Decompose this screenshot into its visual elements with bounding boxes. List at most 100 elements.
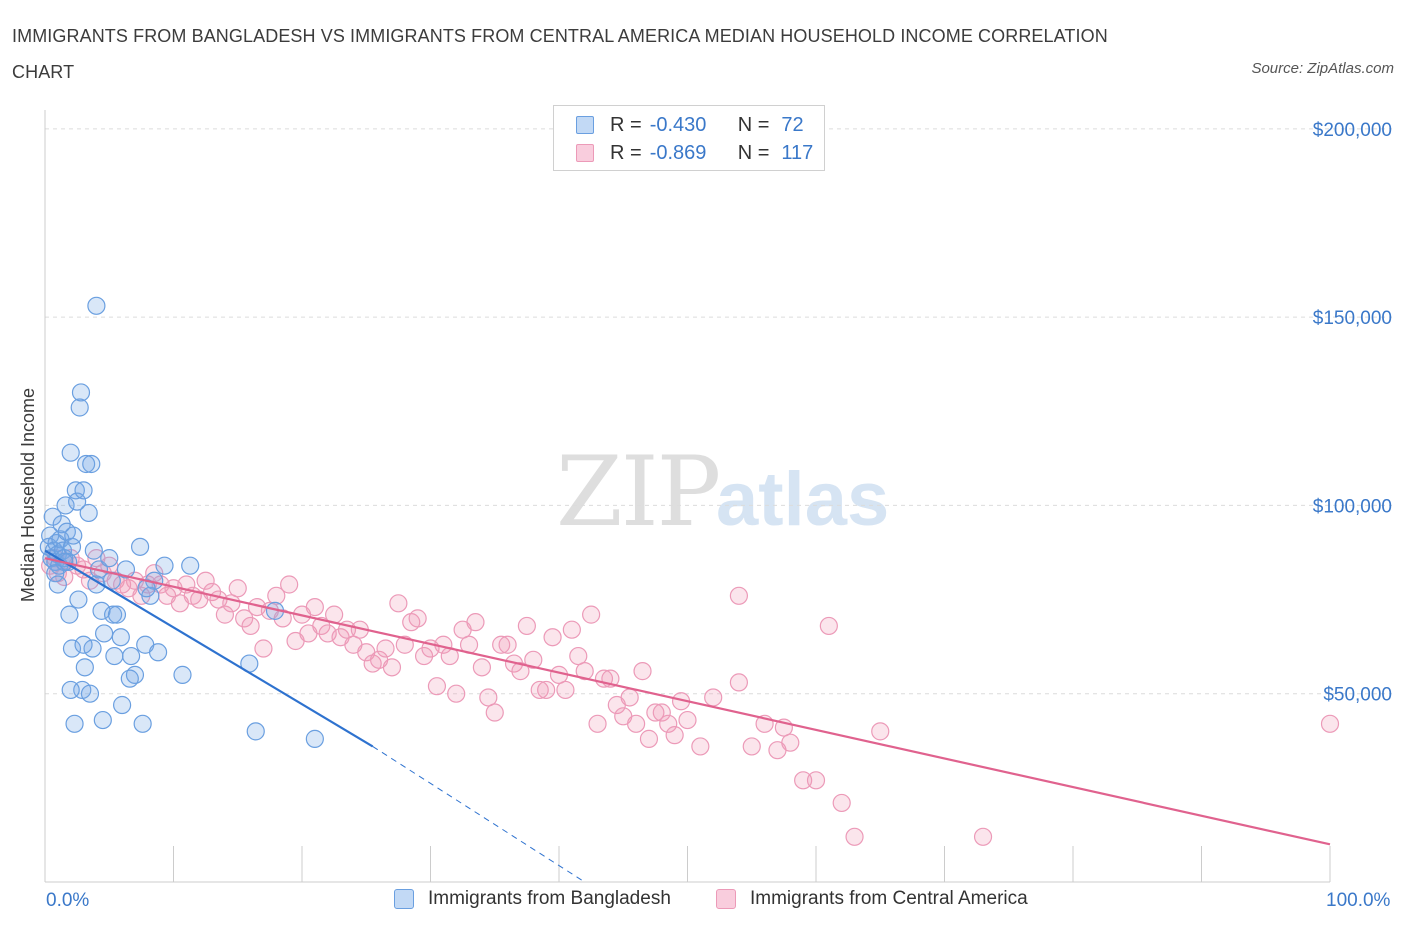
legend-r-value: -0.869 xyxy=(649,141,707,164)
trend-lines xyxy=(44,549,1331,883)
data-point-central-america xyxy=(511,662,530,681)
legend-r-label: R = xyxy=(610,141,642,164)
data-point-central-america xyxy=(466,613,485,632)
data-point-bangladesh xyxy=(112,695,132,715)
grid-lines xyxy=(45,128,1392,695)
legend-r-label: R = xyxy=(610,113,642,136)
legend-row-bangladesh: R = -0.430 N = 72 xyxy=(576,110,804,140)
data-point-central-america xyxy=(280,575,299,594)
data-point-bangladesh xyxy=(305,729,324,748)
data-point-bangladesh xyxy=(48,575,67,594)
data-point-central-america xyxy=(781,733,800,752)
data-point-central-america xyxy=(845,827,864,846)
trend-line-bangladesh xyxy=(44,549,374,748)
data-point-bangladesh xyxy=(111,628,130,647)
data-point-central-america xyxy=(620,688,639,707)
data-point-central-america xyxy=(569,646,588,666)
data-point-bangladesh xyxy=(56,496,75,515)
legend-n-value: 72 xyxy=(781,113,804,136)
data-point-central-america xyxy=(626,714,646,733)
series-legend-central-america: Immigrants from Central America xyxy=(716,888,1028,910)
data-point-central-america xyxy=(267,586,286,605)
data-point-central-america xyxy=(652,703,671,722)
data-point-central-america xyxy=(633,662,652,681)
series-central-america xyxy=(41,549,1340,846)
data-point-central-america xyxy=(254,639,273,658)
data-point-bangladesh xyxy=(75,658,94,677)
data-point-bangladesh xyxy=(92,601,111,620)
watermark-zip: ZIP xyxy=(556,436,721,548)
data-point-bangladesh xyxy=(87,296,106,315)
data-point-central-america xyxy=(479,688,498,707)
trend-line-bangladesh-extension xyxy=(372,746,585,883)
data-point-central-america xyxy=(414,646,434,666)
data-point-central-america xyxy=(794,771,813,790)
data-point-bangladesh xyxy=(107,605,127,624)
data-point-bangladesh xyxy=(68,492,87,511)
data-point-bangladesh xyxy=(74,635,93,654)
data-point-central-america xyxy=(742,737,761,756)
data-point-central-america xyxy=(806,771,826,790)
data-point-bangladesh xyxy=(100,549,119,568)
data-point-bangladesh xyxy=(61,443,80,462)
legend-n-label: N = xyxy=(737,113,770,136)
data-point-central-america xyxy=(485,703,504,722)
data-point-bangladesh xyxy=(104,605,123,624)
trend-line-central-america xyxy=(44,557,1331,846)
data-point-central-america xyxy=(241,616,260,636)
data-point-bangladesh xyxy=(64,526,83,545)
data-point-bangladesh xyxy=(181,556,200,575)
legend-r-value: -0.430 xyxy=(649,113,707,136)
data-point-bangladesh xyxy=(74,481,93,500)
legend-row-central-america: R = -0.869 N = 117 xyxy=(576,138,813,168)
data-point-central-america xyxy=(472,658,491,677)
data-point-central-america xyxy=(582,605,601,624)
series-legend-label-bangladesh: Immigrants from Bangladesh xyxy=(428,888,671,909)
data-point-central-america xyxy=(196,571,215,590)
series-legend-swatch-bangladesh xyxy=(394,889,414,909)
data-point-bangladesh xyxy=(246,722,265,741)
data-point-bangladesh xyxy=(83,639,102,658)
axes xyxy=(44,110,1331,883)
data-point-central-america xyxy=(55,567,74,587)
y-tick-label: $50,000 xyxy=(1323,685,1392,706)
data-point-central-america xyxy=(408,609,427,628)
data-point-bangladesh xyxy=(82,454,101,474)
series-legend-swatch-central-america xyxy=(716,889,736,909)
y-tick-label: $100,000 xyxy=(1313,496,1392,517)
data-point-central-america xyxy=(215,605,234,624)
data-point-central-america xyxy=(562,620,581,639)
watermark-atlas: atlas xyxy=(716,457,890,542)
series-bangladesh xyxy=(39,296,324,748)
chart-source: Source: ZipAtlas.com xyxy=(1251,60,1394,77)
data-point-central-america xyxy=(639,729,659,748)
correlation-legend: R = -0.430 N = 72 R = -0.869 N = 117 xyxy=(553,105,825,171)
data-point-central-america xyxy=(646,703,665,722)
data-point-central-america xyxy=(530,680,549,700)
data-point-central-america xyxy=(498,635,517,654)
data-point-central-america xyxy=(588,714,607,733)
data-point-central-america xyxy=(704,688,723,707)
data-point-bangladesh xyxy=(130,537,150,556)
data-point-bangladesh xyxy=(133,714,152,733)
data-point-bangladesh xyxy=(46,564,65,583)
data-point-bangladesh xyxy=(70,398,89,417)
data-point-central-america xyxy=(524,650,543,669)
y-axis-label: Median Household Income xyxy=(18,388,38,602)
data-point-central-america xyxy=(382,658,402,677)
data-point-central-america xyxy=(832,793,851,813)
data-point-central-america xyxy=(575,662,594,681)
data-point-central-america xyxy=(973,827,993,846)
data-point-central-america xyxy=(492,635,511,654)
data-point-central-america xyxy=(427,677,447,696)
data-point-central-america xyxy=(1320,714,1340,733)
data-point-central-america xyxy=(537,680,556,700)
data-point-central-america xyxy=(543,628,562,647)
data-point-central-america xyxy=(389,594,408,613)
data-point-bangladesh xyxy=(77,454,96,474)
data-point-bangladesh xyxy=(121,646,141,666)
y-tick-label: $200,000 xyxy=(1313,120,1392,141)
data-point-bangladesh xyxy=(173,665,192,684)
data-point-central-america xyxy=(273,609,292,628)
